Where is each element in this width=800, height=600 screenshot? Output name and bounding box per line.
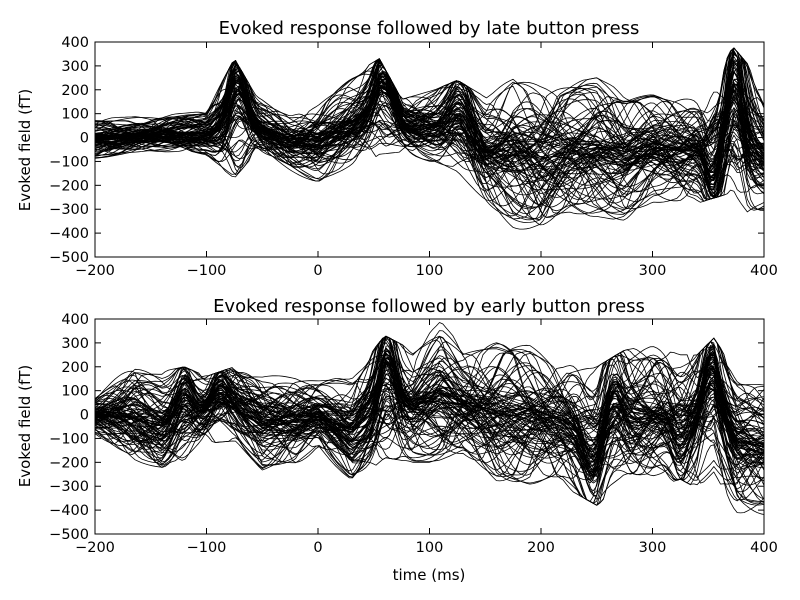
trace-line: [95, 351, 764, 481]
y-tick-label: 400: [61, 35, 89, 51]
trace-line: [95, 335, 764, 503]
trace-line: [95, 357, 764, 462]
y-tick-label: −300: [49, 479, 89, 495]
y-tick-label: −500: [49, 250, 89, 266]
x-tick-label: 300: [639, 263, 667, 279]
y-tick-label: 200: [61, 83, 89, 99]
y-tick-label: −100: [49, 154, 89, 170]
y-tick-label: 400: [61, 312, 89, 328]
trace-line: [95, 58, 764, 221]
traces-late: [95, 47, 764, 230]
x-tick-label: 400: [750, 540, 778, 556]
y-tick-label: 200: [61, 360, 89, 376]
x-tick-label: 300: [639, 540, 667, 556]
x-tick-label: 200: [527, 540, 555, 556]
x-ticks-early: −200 −100 0 100 200 300 400: [75, 319, 778, 556]
x-tick-label: 100: [416, 540, 444, 556]
x-tick-label: −100: [187, 540, 227, 556]
y-tick-label: −500: [49, 527, 89, 543]
trace-line: [95, 72, 764, 210]
x-tick-label: 200: [527, 263, 555, 279]
y-tick-label: 300: [61, 59, 89, 75]
x-tick-label: −100: [187, 263, 227, 279]
y-tick-label: −200: [49, 455, 89, 471]
traces-early: [95, 322, 764, 515]
trace-line: [95, 54, 764, 214]
y-axis-label-late: Evoked field (fT): [16, 89, 34, 211]
trace-line: [95, 60, 764, 162]
y-axis-label-early: Evoked field (fT): [16, 365, 34, 487]
trace-line: [95, 71, 764, 178]
trace-line: [95, 62, 764, 200]
chart-title-early: Evoked response followed by early button…: [213, 296, 645, 317]
trace-line: [95, 66, 764, 220]
y-tick-label: 100: [61, 384, 89, 400]
trace-line: [95, 350, 764, 486]
trace-line: [95, 371, 764, 470]
y-tick-label: −400: [49, 503, 89, 519]
y-tick-label: −200: [49, 178, 89, 194]
trace-line: [95, 113, 764, 202]
x-tick-label: −200: [75, 263, 115, 279]
trace-line: [95, 65, 764, 185]
trace-line: [95, 344, 764, 482]
y-tick-label: −100: [49, 431, 89, 447]
trace-line: [95, 349, 764, 481]
y-tick-label: 0: [80, 131, 89, 147]
y-tick-label: 0: [80, 408, 89, 424]
y-ticks-early: −500 −400 −300 −200 −100 0 100 200 300 400: [49, 312, 764, 543]
trace-line: [95, 341, 764, 444]
y-tick-label: −400: [49, 226, 89, 242]
axes-late: Evoked response followed by late button …: [16, 18, 778, 279]
y-tick-label: 300: [61, 336, 89, 352]
trace-line: [95, 336, 764, 482]
trace-line: [95, 357, 764, 481]
y-ticks-late: −500 −400 −300 −200 −100 0 100 200 300 400: [49, 35, 764, 266]
trace-line: [95, 345, 764, 476]
y-tick-label: −300: [49, 202, 89, 218]
chart-title-late: Evoked response followed by late button …: [219, 18, 640, 39]
x-tick-label: 0: [313, 263, 322, 279]
trace-line: [95, 78, 764, 200]
x-tick-label: 400: [750, 263, 778, 279]
x-tick-label: 100: [416, 263, 444, 279]
trace-line: [95, 347, 764, 468]
x-ticks-late: −200 −100 0 100 200 300 400: [75, 42, 778, 279]
x-tick-label: −200: [75, 540, 115, 556]
trace-line: [95, 345, 764, 460]
x-axis-label-early: time (ms): [393, 566, 466, 584]
trace-line: [95, 335, 764, 471]
trace-line: [95, 361, 764, 448]
y-tick-label: 100: [61, 107, 89, 123]
trace-line: [95, 58, 764, 186]
axes-early: Evoked response followed by early button…: [16, 296, 778, 584]
trace-line: [95, 83, 764, 208]
x-tick-label: 0: [313, 540, 322, 556]
trace-line: [95, 80, 764, 230]
trace-line: [95, 348, 764, 506]
trace-line: [95, 352, 764, 486]
trace-line: [95, 80, 764, 174]
trace-line: [95, 335, 764, 473]
